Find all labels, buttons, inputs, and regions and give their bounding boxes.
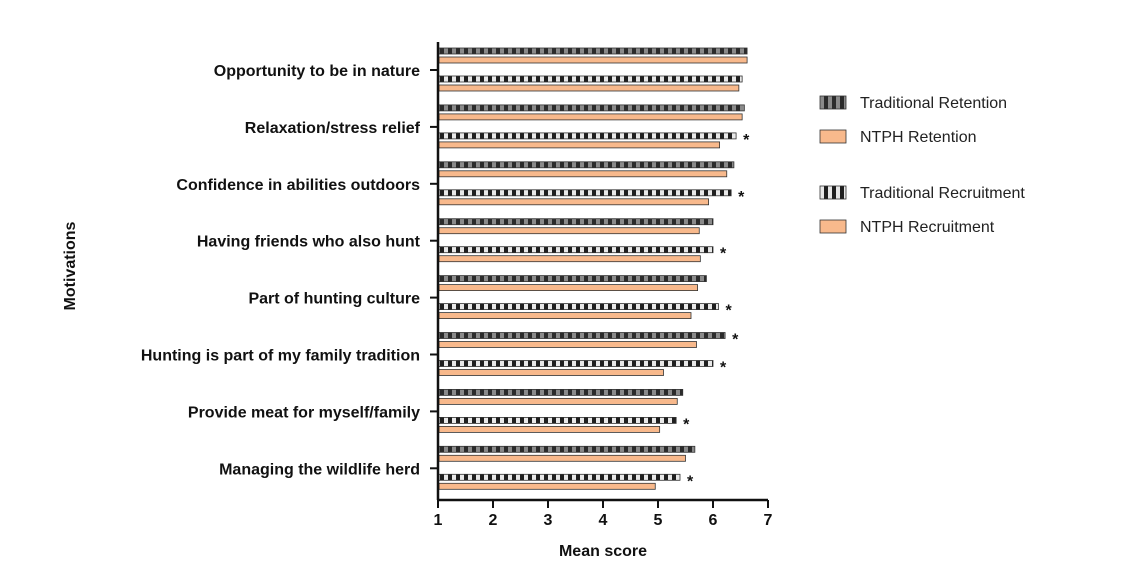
significance-marker: * (732, 332, 739, 349)
x-tick-label: 6 (709, 512, 718, 529)
legend-swatch-ntph-recruitment (819, 219, 847, 234)
bar-traditional-recruitment-2 (438, 189, 732, 197)
bar-traditional-retention-1 (438, 104, 745, 112)
bar-ntph-recruitment-2 (438, 198, 710, 206)
x-tick-label: 7 (764, 512, 773, 529)
x-tick-label: 1 (434, 512, 443, 529)
bar-traditional-recruitment-1 (438, 132, 737, 140)
significance-marker: * (683, 416, 690, 433)
legend-label: Traditional Retention (860, 95, 1007, 112)
bar-traditional-retention-0 (438, 47, 748, 55)
bar-traditional-recruitment-6 (438, 416, 677, 424)
category-label: Provide meat for myself/family (188, 404, 420, 421)
legend-swatch-traditional-retention (819, 95, 847, 110)
bar-ntph-retention-6 (438, 397, 678, 405)
significance-marker: * (738, 189, 745, 206)
bar-traditional-recruitment-7 (438, 473, 681, 481)
bar-traditional-recruitment-3 (438, 246, 714, 254)
bar-traditional-recruitment-0 (438, 75, 743, 83)
bar-traditional-retention-7 (438, 445, 696, 453)
x-tick-label: 4 (599, 512, 608, 529)
bar-ntph-retention-4 (438, 284, 699, 292)
bar-ntph-recruitment-7 (438, 482, 656, 490)
bar-traditional-retention-2 (438, 161, 735, 169)
significance-marker: * (743, 132, 750, 149)
legend-label: NTPH Recruitment (860, 219, 995, 236)
significance-marker: * (687, 473, 694, 490)
y-axis-title: Motivations (62, 221, 79, 310)
bar-traditional-recruitment-5 (438, 360, 714, 367)
x-tick-label: 3 (544, 512, 553, 529)
category-label: Relaxation/stress relief (245, 120, 421, 137)
x-axis-title: Mean score (559, 543, 647, 560)
bars-layer (438, 47, 748, 490)
legend-label: NTPH Retention (860, 129, 977, 146)
bar-ntph-retention-1 (438, 113, 743, 121)
legend-swatch-traditional-recruitment (819, 185, 847, 200)
bar-ntph-retention-7 (438, 454, 686, 462)
significance-marker: * (720, 246, 727, 263)
bar-ntph-recruitment-4 (438, 312, 692, 320)
bar-ntph-recruitment-6 (438, 425, 661, 433)
x-tick-label: 2 (489, 512, 498, 529)
bar-ntph-retention-2 (438, 170, 728, 178)
category-label: Having friends who also hunt (197, 234, 421, 251)
bar-ntph-recruitment-3 (438, 255, 701, 263)
bar-traditional-retention-4 (438, 275, 707, 283)
bar-ntph-retention-5 (438, 341, 697, 348)
bar-ntph-recruitment-5 (438, 369, 664, 376)
significance-marker: * (726, 303, 733, 320)
category-label: Managing the wildlife herd (219, 461, 420, 478)
category-label: Hunting is part of my family tradition (141, 348, 420, 365)
legend-label: Traditional Recruitment (860, 185, 1025, 202)
significance-layer: * * * * * * * * (683, 132, 750, 490)
category-label: Part of hunting culture (248, 291, 420, 308)
significance-marker: * (720, 360, 727, 377)
category-label: Opportunity to be in nature (214, 63, 420, 80)
category-labels: Opportunity to be in nature Relaxation/st… (141, 63, 421, 478)
bar-traditional-retention-3 (438, 218, 714, 226)
legend: Traditional Retention NTPH Retention Tradi… (819, 95, 1025, 236)
category-label: Confidence in abilities outdoors (176, 177, 420, 194)
legend-swatch-ntph-retention (819, 129, 847, 144)
bar-traditional-retention-5 (438, 332, 726, 339)
axes: 1 2 3 4 5 6 7 (430, 42, 773, 529)
bar-traditional-recruitment-4 (438, 303, 719, 311)
bar-ntph-recruitment-1 (438, 141, 721, 149)
bar-traditional-retention-6 (438, 388, 684, 396)
x-tick-label: 5 (654, 512, 663, 529)
bar-ntph-retention-3 (438, 227, 700, 235)
bar-ntph-recruitment-0 (438, 84, 740, 92)
bar-ntph-retention-0 (438, 56, 748, 64)
